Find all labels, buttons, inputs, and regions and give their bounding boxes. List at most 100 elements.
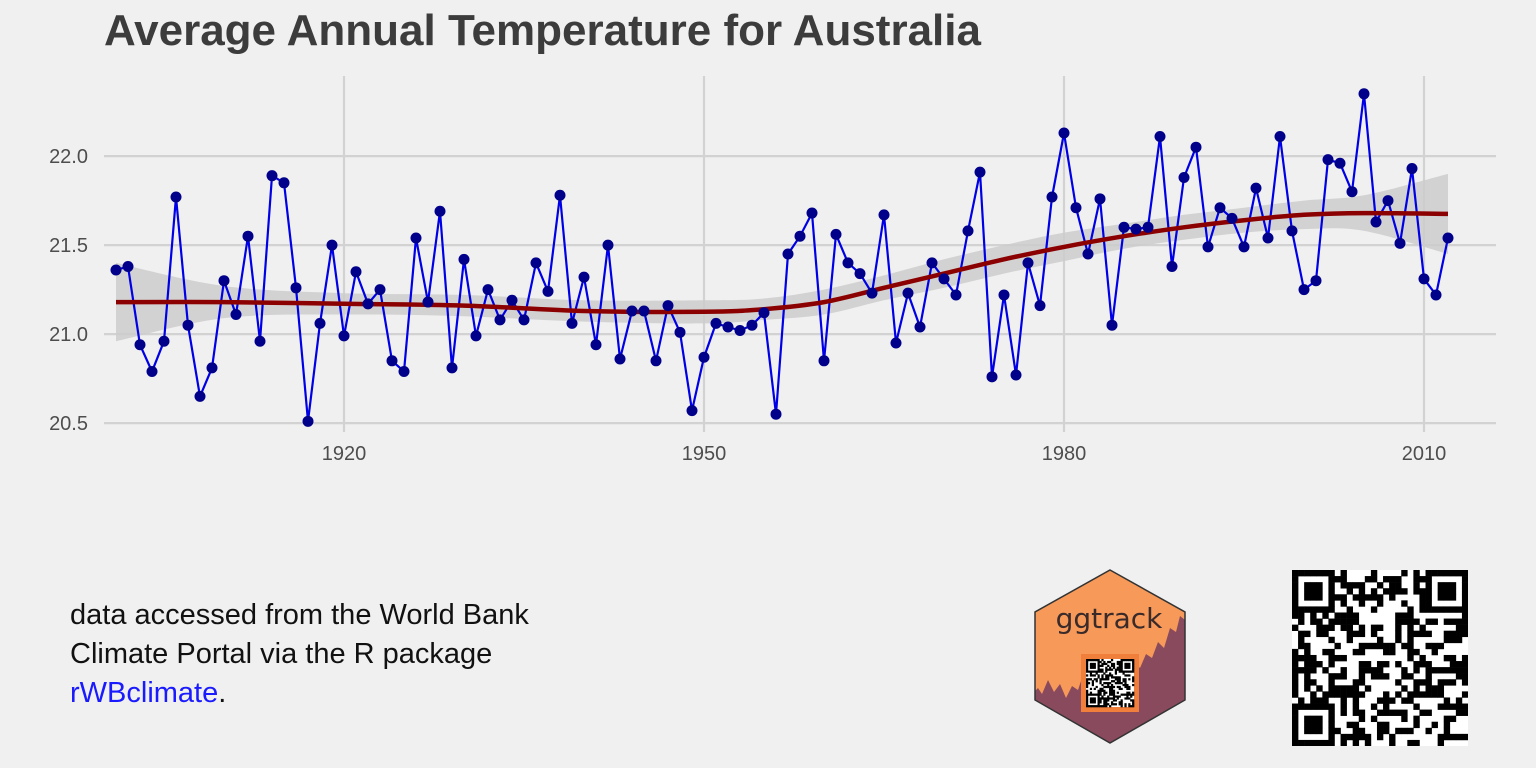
data-point	[1370, 216, 1382, 228]
data-point	[506, 294, 518, 306]
data-point	[1322, 154, 1334, 166]
data-point	[182, 319, 194, 331]
data-point	[1298, 284, 1310, 296]
data-point	[110, 264, 122, 276]
data-point	[242, 230, 254, 242]
data-point	[1058, 127, 1070, 139]
data-point	[1430, 289, 1442, 301]
data-point	[230, 309, 242, 321]
data-point	[494, 314, 506, 326]
data-point	[374, 284, 386, 296]
data-point	[278, 177, 290, 189]
data-point	[590, 339, 602, 351]
y-axis-ticks: 20.5 21.0 21.5 22.0	[49, 146, 88, 435]
data-point	[602, 239, 614, 251]
data-point	[794, 230, 806, 242]
data-point	[614, 353, 626, 365]
data-point	[206, 362, 218, 374]
note-line-2: Climate Portal via the R package	[70, 638, 493, 670]
data-point	[734, 325, 746, 337]
data-point	[842, 257, 854, 269]
data-point	[638, 305, 650, 317]
data-point	[542, 285, 554, 297]
data-point	[710, 317, 722, 329]
data-point	[986, 371, 998, 383]
y-tick-label: 20.5	[49, 413, 88, 435]
data-point	[1178, 171, 1190, 183]
data-point	[1262, 232, 1274, 244]
temperature-line	[115, 93, 1450, 422]
data-point	[1286, 225, 1298, 237]
qr-code	[1292, 570, 1468, 746]
y-tick-label: 21.0	[49, 324, 88, 346]
note-line-1: data accessed from the World Bank	[70, 599, 529, 631]
data-points	[110, 88, 1454, 427]
data-point	[170, 191, 182, 203]
data-point	[626, 305, 638, 317]
data-point	[998, 289, 1010, 301]
data-point	[1130, 223, 1142, 235]
data-point	[914, 321, 926, 333]
data-point	[1334, 157, 1346, 169]
data-point	[266, 170, 278, 182]
data-point	[1406, 163, 1418, 175]
data-point	[722, 321, 734, 333]
data-point	[1358, 88, 1370, 100]
x-tick-label: 1980	[1042, 443, 1087, 465]
data-point	[1418, 273, 1430, 285]
data-point	[770, 408, 782, 420]
data-point	[422, 296, 434, 308]
data-point	[1442, 232, 1454, 244]
y-tick-label: 21.5	[49, 235, 88, 257]
rwbclimate-link[interactable]: rWBclimate	[70, 677, 219, 709]
data-point	[1106, 319, 1118, 331]
data-point	[902, 287, 914, 299]
x-tick-label: 1950	[682, 443, 727, 465]
data-point	[806, 207, 818, 219]
data-point	[578, 271, 590, 283]
data-point	[1238, 241, 1250, 253]
data-point	[1034, 300, 1046, 312]
chart-title: Average Annual Temperature for Australia	[104, 6, 981, 55]
data-point	[1166, 260, 1178, 272]
data-point	[1346, 186, 1358, 198]
data-point	[458, 253, 470, 265]
data-point	[1010, 369, 1022, 381]
data-point	[1022, 257, 1034, 269]
note-period: .	[218, 677, 227, 709]
data-point	[1250, 182, 1262, 194]
data-point	[254, 335, 266, 347]
data-point	[698, 351, 710, 363]
data-point	[446, 362, 458, 374]
data-point	[194, 390, 206, 402]
temperature-chart: 20.5 21.0 21.5 22.0 1920 1950 1980 2010	[49, 76, 1496, 465]
data-point	[1274, 131, 1286, 143]
data-point	[890, 337, 902, 349]
data-point	[326, 239, 338, 251]
data-point	[1382, 195, 1394, 207]
data-point	[410, 232, 422, 244]
data-point	[350, 266, 362, 278]
data-point	[218, 275, 230, 287]
data-point	[158, 335, 170, 347]
data-point	[398, 365, 410, 377]
note-line-3: rWBclimate.	[70, 674, 529, 713]
data-point	[950, 289, 962, 301]
data-point	[974, 166, 986, 178]
data-point	[878, 209, 890, 221]
data-point	[758, 307, 770, 319]
data-point	[518, 314, 530, 326]
data-point	[1202, 241, 1214, 253]
y-tick-label: 22.0	[49, 146, 88, 168]
data-point	[1142, 221, 1154, 233]
data-point	[854, 268, 866, 280]
data-point	[290, 282, 302, 294]
hex-label: ggtrack	[1056, 602, 1164, 635]
data-point	[866, 287, 878, 299]
data-point	[1226, 212, 1238, 224]
trend-line	[115, 210, 1449, 315]
data-point	[830, 228, 842, 240]
data-point	[146, 365, 158, 377]
data-point	[1070, 202, 1082, 214]
data-point	[650, 355, 662, 367]
